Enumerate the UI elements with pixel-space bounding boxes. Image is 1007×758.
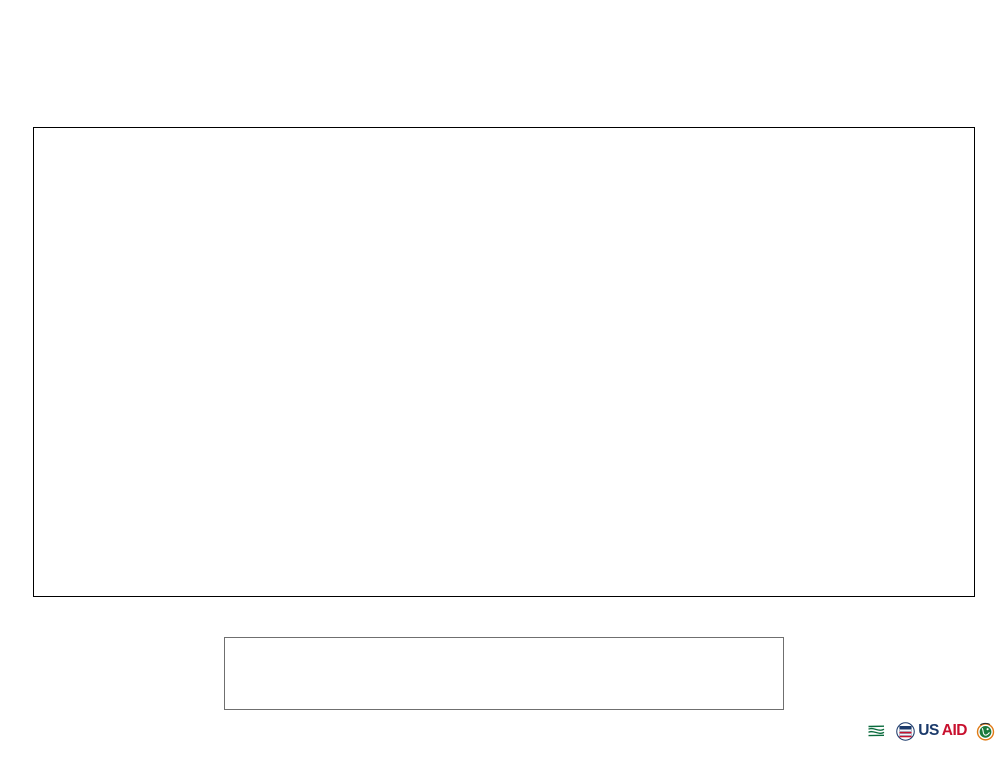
fews-logo[interactable] bbox=[976, 722, 999, 741]
map-plot-area[interactable] bbox=[33, 127, 975, 597]
usgs-logo[interactable] bbox=[868, 725, 887, 738]
usgs-wave-icon bbox=[868, 725, 885, 737]
legend-panel bbox=[224, 637, 784, 710]
usaid-logo-text-aid: AID bbox=[941, 722, 968, 740]
usaid-seal-icon bbox=[896, 722, 916, 741]
logo-bar: US AID bbox=[868, 722, 999, 741]
pet-raster-heatmap bbox=[34, 128, 974, 596]
usaid-logo-text-us: US bbox=[918, 722, 939, 740]
usaid-logo[interactable]: US AID bbox=[896, 722, 968, 741]
fews-globe-icon bbox=[976, 722, 995, 741]
